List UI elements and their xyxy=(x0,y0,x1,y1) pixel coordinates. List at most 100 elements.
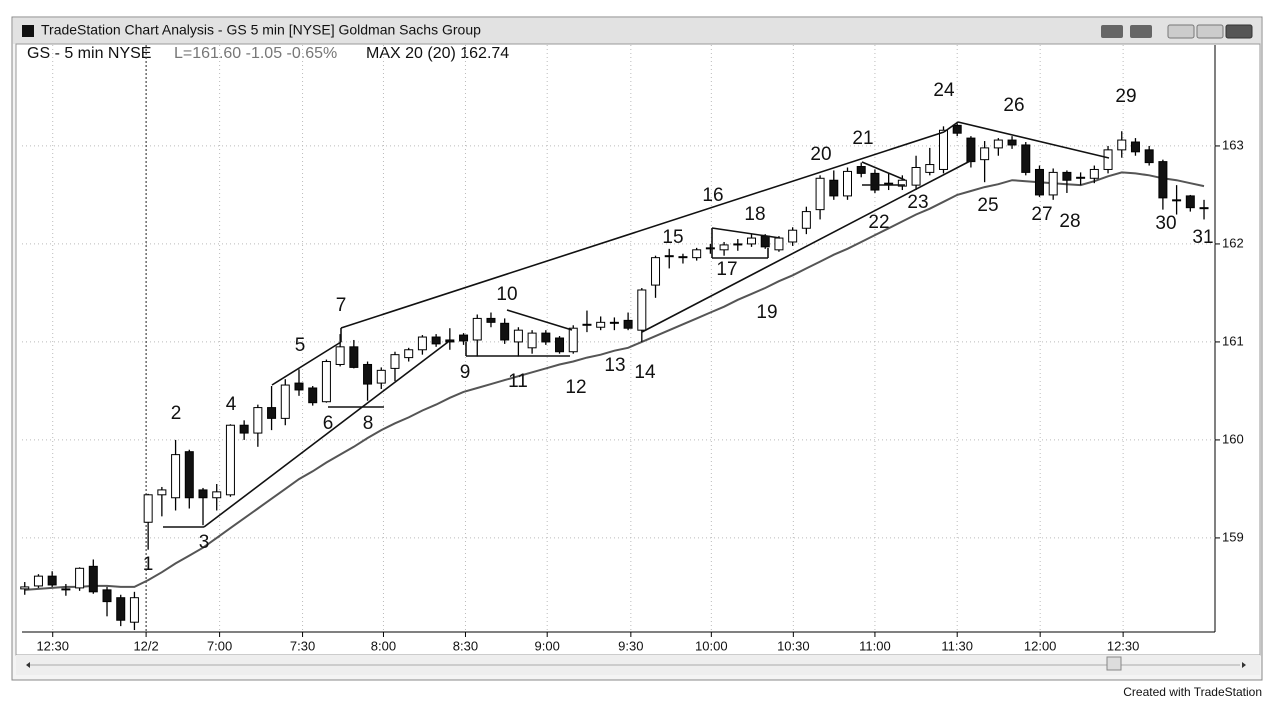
x-tick-label: 8:30 xyxy=(453,638,478,653)
toolbar-button[interactable] xyxy=(1101,25,1123,38)
candle-body xyxy=(596,321,606,328)
candle-body xyxy=(143,494,153,523)
annotation: 31 xyxy=(1192,227,1213,248)
x-tick-label: 11:30 xyxy=(941,638,973,653)
candle-body xyxy=(267,407,277,419)
candle-body xyxy=(88,565,98,593)
annotation: 1 xyxy=(143,554,154,575)
candle-body xyxy=(993,139,1003,149)
trend-line xyxy=(271,341,342,386)
candle-body xyxy=(184,451,194,499)
candle-body xyxy=(911,166,921,186)
candle-body xyxy=(294,382,304,391)
candle-body xyxy=(225,424,235,496)
y-tick-label: 159 xyxy=(1222,529,1244,544)
candle-body xyxy=(815,177,825,211)
annotation: 13 xyxy=(604,355,625,376)
candle-body xyxy=(486,317,496,323)
annotation: 15 xyxy=(662,227,683,248)
candle-body xyxy=(1172,199,1182,202)
candle-body xyxy=(376,369,386,384)
candle-body xyxy=(527,332,537,349)
annotation: 14 xyxy=(634,362,656,383)
x-tick-label: 10:00 xyxy=(695,638,728,653)
x-tick-label: 9:30 xyxy=(618,638,643,653)
candle-body xyxy=(829,179,839,197)
candle-body xyxy=(171,454,181,499)
candle-body xyxy=(253,407,263,434)
candle-body xyxy=(116,597,126,621)
annotation: 20 xyxy=(810,144,831,165)
candle-body xyxy=(966,137,976,163)
annotation: 3 xyxy=(199,532,210,553)
candle-body xyxy=(541,332,551,343)
candle-body xyxy=(692,249,702,259)
y-tick-label: 161 xyxy=(1222,333,1244,348)
moving-average xyxy=(24,171,1205,591)
trend-line xyxy=(943,121,959,133)
x-tick-label: 7:30 xyxy=(290,638,315,653)
title-bar xyxy=(13,18,1261,44)
minimize-button[interactable] xyxy=(1167,24,1195,39)
candle-body xyxy=(938,129,948,170)
candle-body xyxy=(1185,195,1195,209)
candle-body xyxy=(884,182,894,185)
footer: Created with TradeStation xyxy=(1123,685,1262,699)
trend-line xyxy=(861,161,906,181)
candle-body xyxy=(952,124,962,134)
candle-body xyxy=(1076,176,1086,179)
candle-body xyxy=(843,170,853,197)
candle-body xyxy=(637,289,647,331)
candle-body xyxy=(431,336,441,345)
x-tick-label: 12:00 xyxy=(1024,638,1057,653)
annotation: 29 xyxy=(1115,86,1136,107)
y-tick-label: 162 xyxy=(1222,235,1244,250)
annotation: 22 xyxy=(868,212,889,233)
candle-body xyxy=(582,323,592,326)
trend-line xyxy=(957,121,1110,159)
x-tick-label: 9:00 xyxy=(535,638,560,653)
x-tick-label: 10:30 xyxy=(777,638,810,653)
candle-body xyxy=(349,346,359,368)
candle-body xyxy=(678,256,688,259)
candle-body xyxy=(61,588,71,591)
candle-body xyxy=(198,489,208,499)
candle-body xyxy=(801,211,811,229)
annotation: 16 xyxy=(702,185,723,206)
candle-body xyxy=(472,317,482,341)
candle-body xyxy=(719,244,729,251)
candle-body xyxy=(500,322,510,341)
chart-area xyxy=(15,43,1261,656)
candle-body xyxy=(102,589,112,603)
candle-body xyxy=(75,567,85,589)
candle-body xyxy=(747,237,757,245)
x-tick-label: 11:00 xyxy=(859,638,891,653)
scroll-thumb[interactable] xyxy=(1106,656,1122,671)
candle-body xyxy=(1103,149,1113,170)
toolbar-button[interactable] xyxy=(1130,25,1152,38)
candle-body xyxy=(513,329,523,343)
candle-body xyxy=(760,235,770,248)
annotation: 24 xyxy=(933,80,955,101)
candle-body xyxy=(1117,139,1127,151)
x-tick-label: 12:30 xyxy=(36,638,69,653)
annotation: 11 xyxy=(508,371,528,392)
candle-body xyxy=(1034,168,1044,196)
candle-body xyxy=(335,346,345,365)
annotation: 6 xyxy=(323,413,334,434)
annotation: 12 xyxy=(565,377,586,398)
annotation: 25 xyxy=(977,195,998,216)
candle-body xyxy=(445,339,455,343)
candle-body xyxy=(212,491,222,499)
trend-line xyxy=(506,309,573,331)
candle-body xyxy=(980,147,990,161)
candle-body xyxy=(856,166,866,174)
x-tick-label: 7:00 xyxy=(207,638,232,653)
x-tick-label: 8:00 xyxy=(371,638,396,653)
window-title: TradeStation Chart Analysis - GS 5 min [… xyxy=(41,22,481,38)
close-button[interactable] xyxy=(1225,24,1253,39)
maximize-button[interactable] xyxy=(1196,24,1224,39)
annotation: 26 xyxy=(1003,95,1024,116)
candle-body xyxy=(20,586,30,590)
